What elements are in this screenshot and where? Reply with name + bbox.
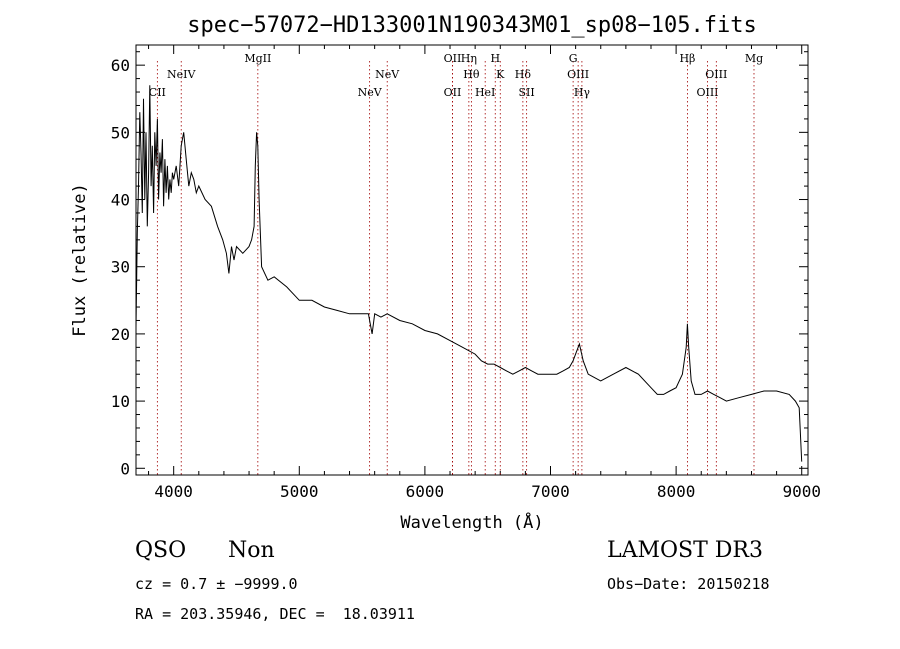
redshift-text: cz = 0.7 ± −9999.0 bbox=[135, 575, 298, 593]
emission-line-label: SII bbox=[519, 86, 535, 99]
emission-line-label: Hη bbox=[461, 52, 477, 65]
x-tick-label: 9000 bbox=[782, 482, 821, 501]
emission-line-label: Hβ bbox=[679, 52, 695, 65]
flux-series-line bbox=[135, 85, 803, 462]
emission-line-label: OIII bbox=[705, 68, 727, 81]
y-tick-label: 60 bbox=[111, 56, 130, 75]
x-tick-label: 5000 bbox=[280, 482, 319, 501]
x-tick-label: 7000 bbox=[531, 482, 570, 501]
emission-line-label: Hγ bbox=[574, 86, 591, 99]
object-subclass: Non bbox=[228, 538, 275, 563]
x-tick-label: 6000 bbox=[406, 482, 445, 501]
emission-line-label: OII bbox=[444, 52, 462, 65]
emission-line-label: HeI bbox=[475, 86, 495, 99]
emission-line-label: OIII bbox=[567, 68, 589, 81]
y-axis-label: Flux (relative) bbox=[70, 183, 90, 337]
x-tick-label: 8000 bbox=[657, 482, 696, 501]
emission-line-label: H bbox=[490, 52, 500, 65]
coordinates-text: RA = 203.35946, DEC = 18.03911 bbox=[135, 605, 415, 623]
emission-line-label: Hδ bbox=[515, 68, 532, 81]
emission-line-label: OII bbox=[444, 86, 462, 99]
emission-line-label: NeIV bbox=[167, 68, 196, 81]
emission-line-label: G bbox=[569, 52, 578, 65]
emission-line-label: Mg bbox=[745, 52, 763, 65]
emission-line-label: CII bbox=[149, 86, 166, 99]
emission-line-label: NeV bbox=[375, 68, 400, 81]
survey-name: LAMOST DR3 bbox=[607, 538, 763, 563]
y-tick-label: 50 bbox=[111, 123, 130, 142]
emission-line-label: MgII bbox=[244, 52, 271, 65]
emission-line-label: NeV bbox=[358, 86, 383, 99]
chart-title: spec−57072−HD133001N190343M01_sp08−105.f… bbox=[187, 13, 757, 38]
y-tick-label: 0 bbox=[120, 459, 130, 478]
emission-line-label: OIII bbox=[696, 86, 718, 99]
y-tick-label: 20 bbox=[111, 325, 130, 344]
y-tick-label: 30 bbox=[111, 258, 130, 277]
x-axis-label: Wavelength (Å) bbox=[400, 511, 543, 533]
y-tick-label: 40 bbox=[111, 191, 130, 210]
emission-line-label: K bbox=[496, 68, 505, 81]
plot-area: 4000 5000 6000 7000 8000 9000 0 10 20 30 40 50 60 CII… bbox=[111, 44, 821, 501]
emission-line-label: Hθ bbox=[463, 68, 480, 81]
x-tick-label: 4000 bbox=[154, 482, 193, 501]
plot-frame bbox=[135, 44, 809, 476]
object-class: QSO bbox=[135, 538, 187, 563]
y-tick-label: 10 bbox=[111, 392, 130, 411]
observation-date: Obs−Date: 20150218 bbox=[607, 575, 770, 593]
